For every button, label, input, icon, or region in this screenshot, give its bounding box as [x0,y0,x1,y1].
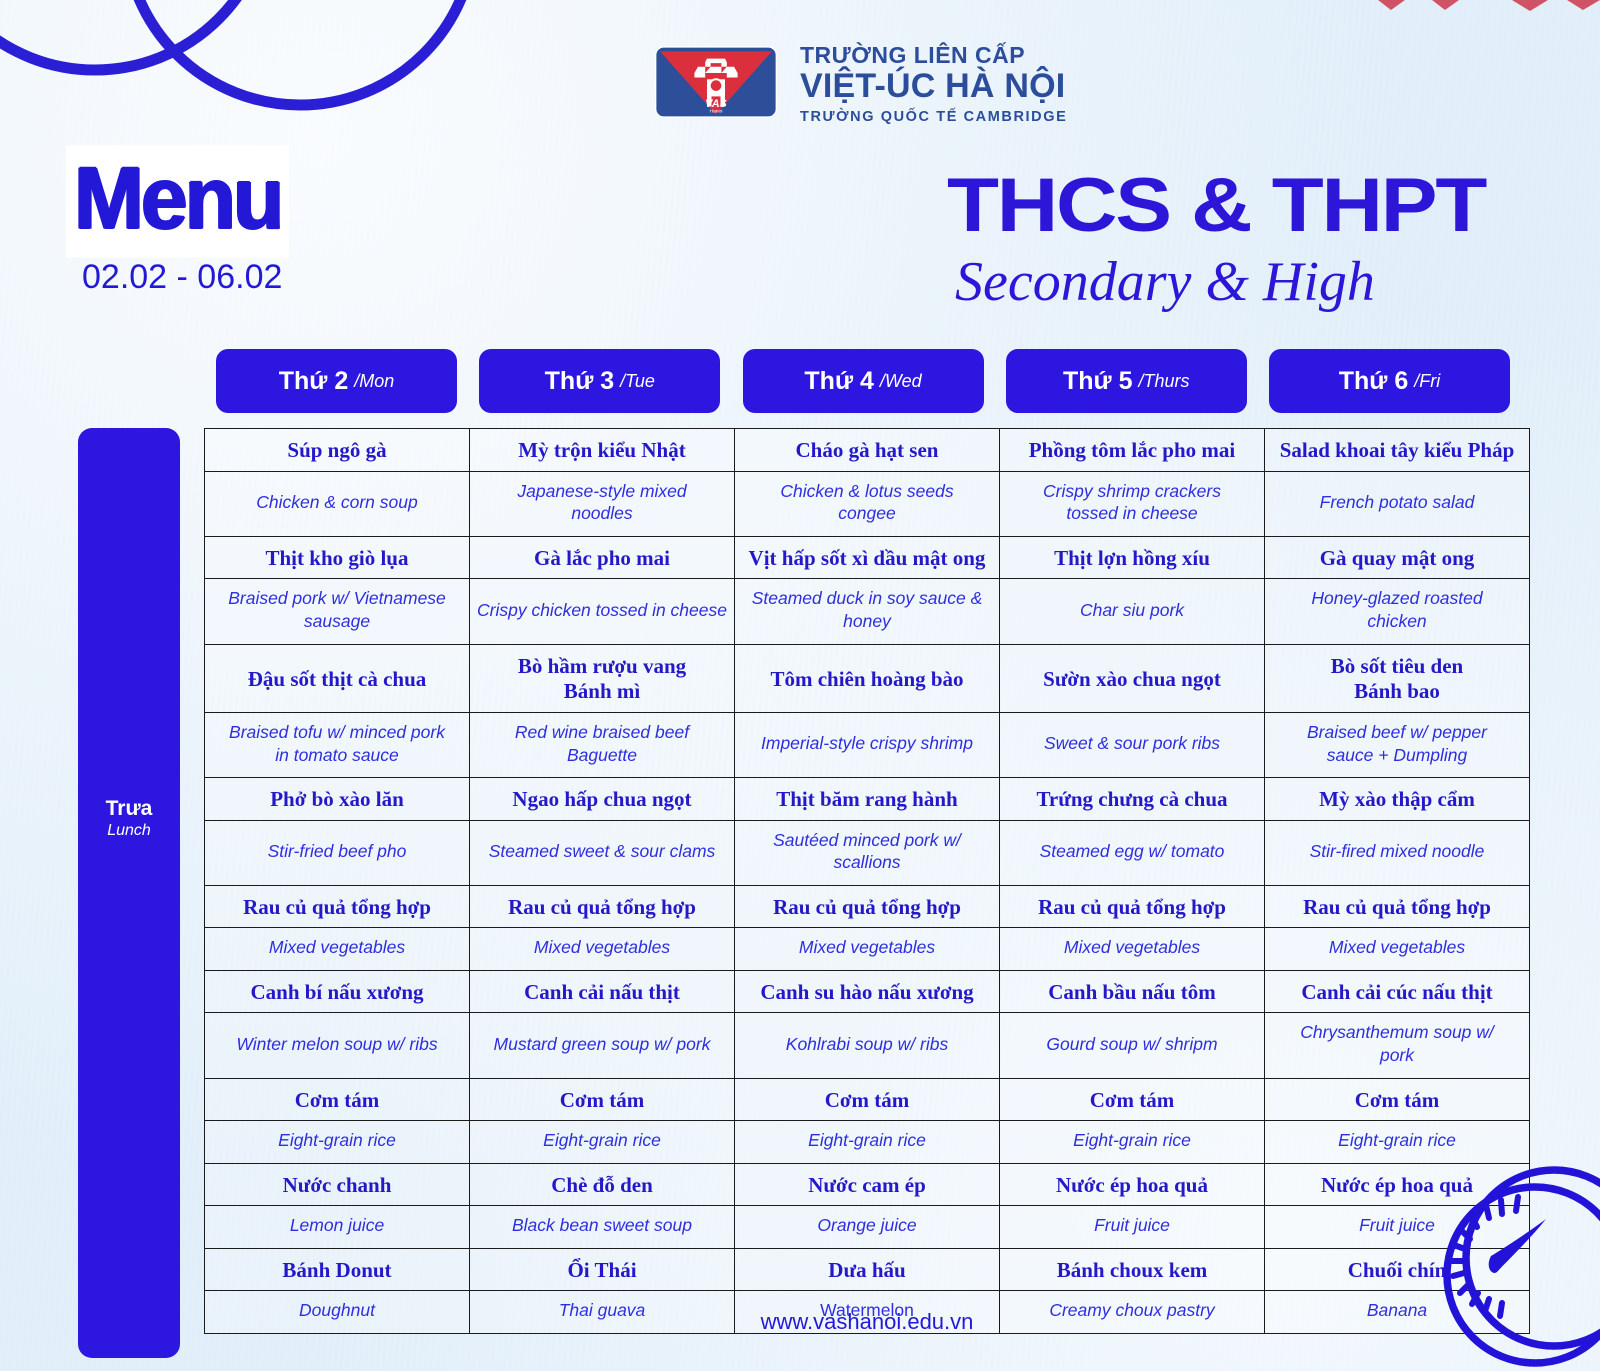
svg-text:Hanoi: Hanoi [710,109,723,115]
svg-text:VAS: VAS [705,98,727,110]
